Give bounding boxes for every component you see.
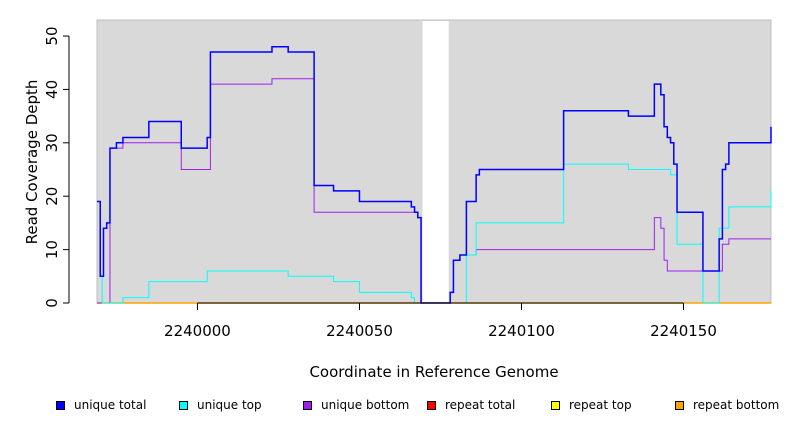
legend-swatch [56, 400, 65, 410]
legend-swatch [675, 400, 684, 410]
legend-label: unique total [74, 398, 147, 412]
legend-item-repeat-total: repeat total [427, 398, 515, 412]
y-tick-label: 10 [43, 240, 61, 259]
y-tick-label: 0 [43, 298, 61, 308]
legend-swatch [179, 400, 188, 410]
y-tick-label: 50 [43, 26, 61, 45]
x-tick-label: 2240000 [164, 322, 231, 340]
legend: unique total unique top unique bottom re… [0, 398, 792, 420]
legend-swatch [551, 400, 560, 410]
legend-label: repeat bottom [693, 398, 780, 412]
legend-label: repeat top [569, 398, 632, 412]
legend-item-unique-top: unique top [179, 398, 262, 412]
x-axis-label: Coordinate in Reference Genome [309, 363, 558, 381]
gap-region [422, 21, 449, 302]
x-tick-label: 2240150 [650, 322, 717, 340]
y-tick-label: 40 [43, 80, 61, 99]
legend-item-repeat-top: repeat top [551, 398, 632, 412]
legend-swatch [303, 400, 312, 410]
x-tick-label: 2240100 [488, 322, 555, 340]
legend-label: repeat total [445, 398, 516, 412]
legend-item-repeat-bottom: repeat bottom [675, 398, 779, 412]
x-axis: 2240000 2240050 2240100 2240150 [164, 302, 717, 340]
y-axis: 0 10 20 30 40 50 [43, 26, 70, 308]
y-tick-label: 30 [43, 133, 61, 152]
y-tick-label: 20 [43, 187, 61, 206]
legend-swatch [427, 400, 436, 410]
y-axis-label: Read Coverage Depth [23, 80, 41, 245]
legend-item-unique-bottom: unique bottom [303, 398, 409, 412]
legend-label: unique top [197, 398, 262, 412]
x-tick-label: 2240050 [326, 322, 393, 340]
legend-item-unique-total: unique total [56, 398, 146, 412]
legend-label: unique bottom [321, 398, 410, 412]
series-line-unique-total [97, 45, 772, 304]
